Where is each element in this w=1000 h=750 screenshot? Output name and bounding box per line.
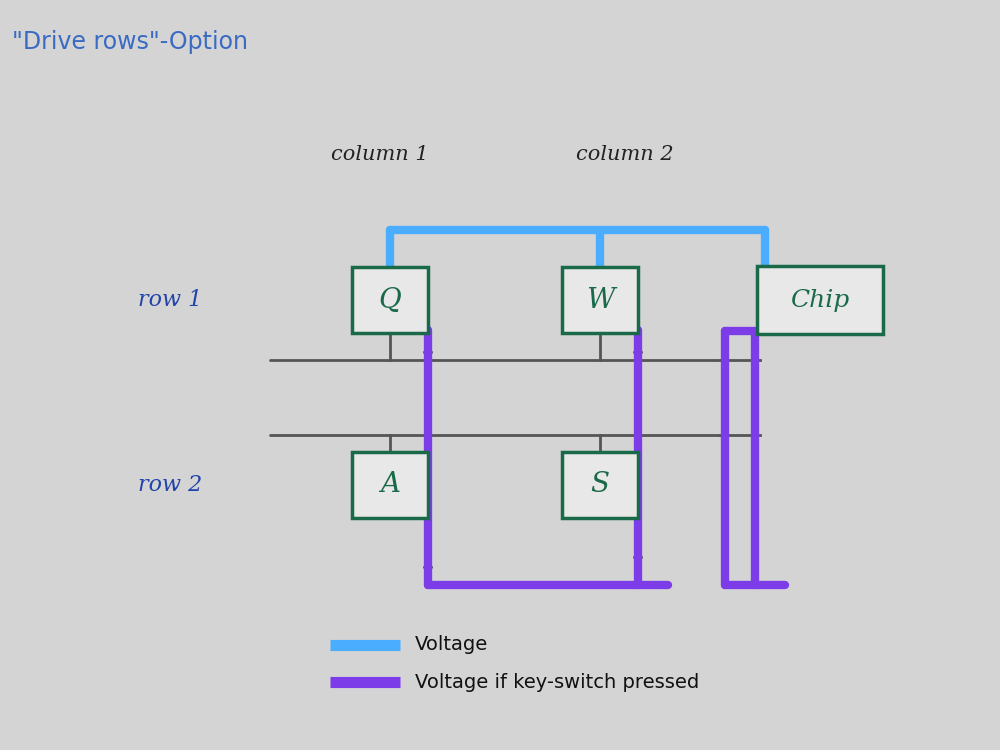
FancyBboxPatch shape: [562, 452, 638, 518]
FancyBboxPatch shape: [562, 267, 638, 333]
Text: A: A: [380, 472, 400, 499]
Text: column 2: column 2: [576, 146, 674, 164]
FancyBboxPatch shape: [352, 452, 428, 518]
FancyBboxPatch shape: [757, 266, 883, 334]
Text: "Drive rows"-Option: "Drive rows"-Option: [12, 30, 248, 54]
Text: row 2: row 2: [138, 474, 202, 496]
Text: row 1: row 1: [138, 289, 202, 311]
Text: W: W: [586, 286, 614, 314]
Text: Q: Q: [379, 286, 401, 314]
Text: Voltage if key-switch pressed: Voltage if key-switch pressed: [415, 673, 699, 692]
Text: S: S: [590, 472, 610, 499]
Text: Chip: Chip: [790, 289, 850, 311]
FancyBboxPatch shape: [352, 267, 428, 333]
Text: Voltage: Voltage: [415, 635, 488, 655]
Text: column 1: column 1: [331, 146, 429, 164]
